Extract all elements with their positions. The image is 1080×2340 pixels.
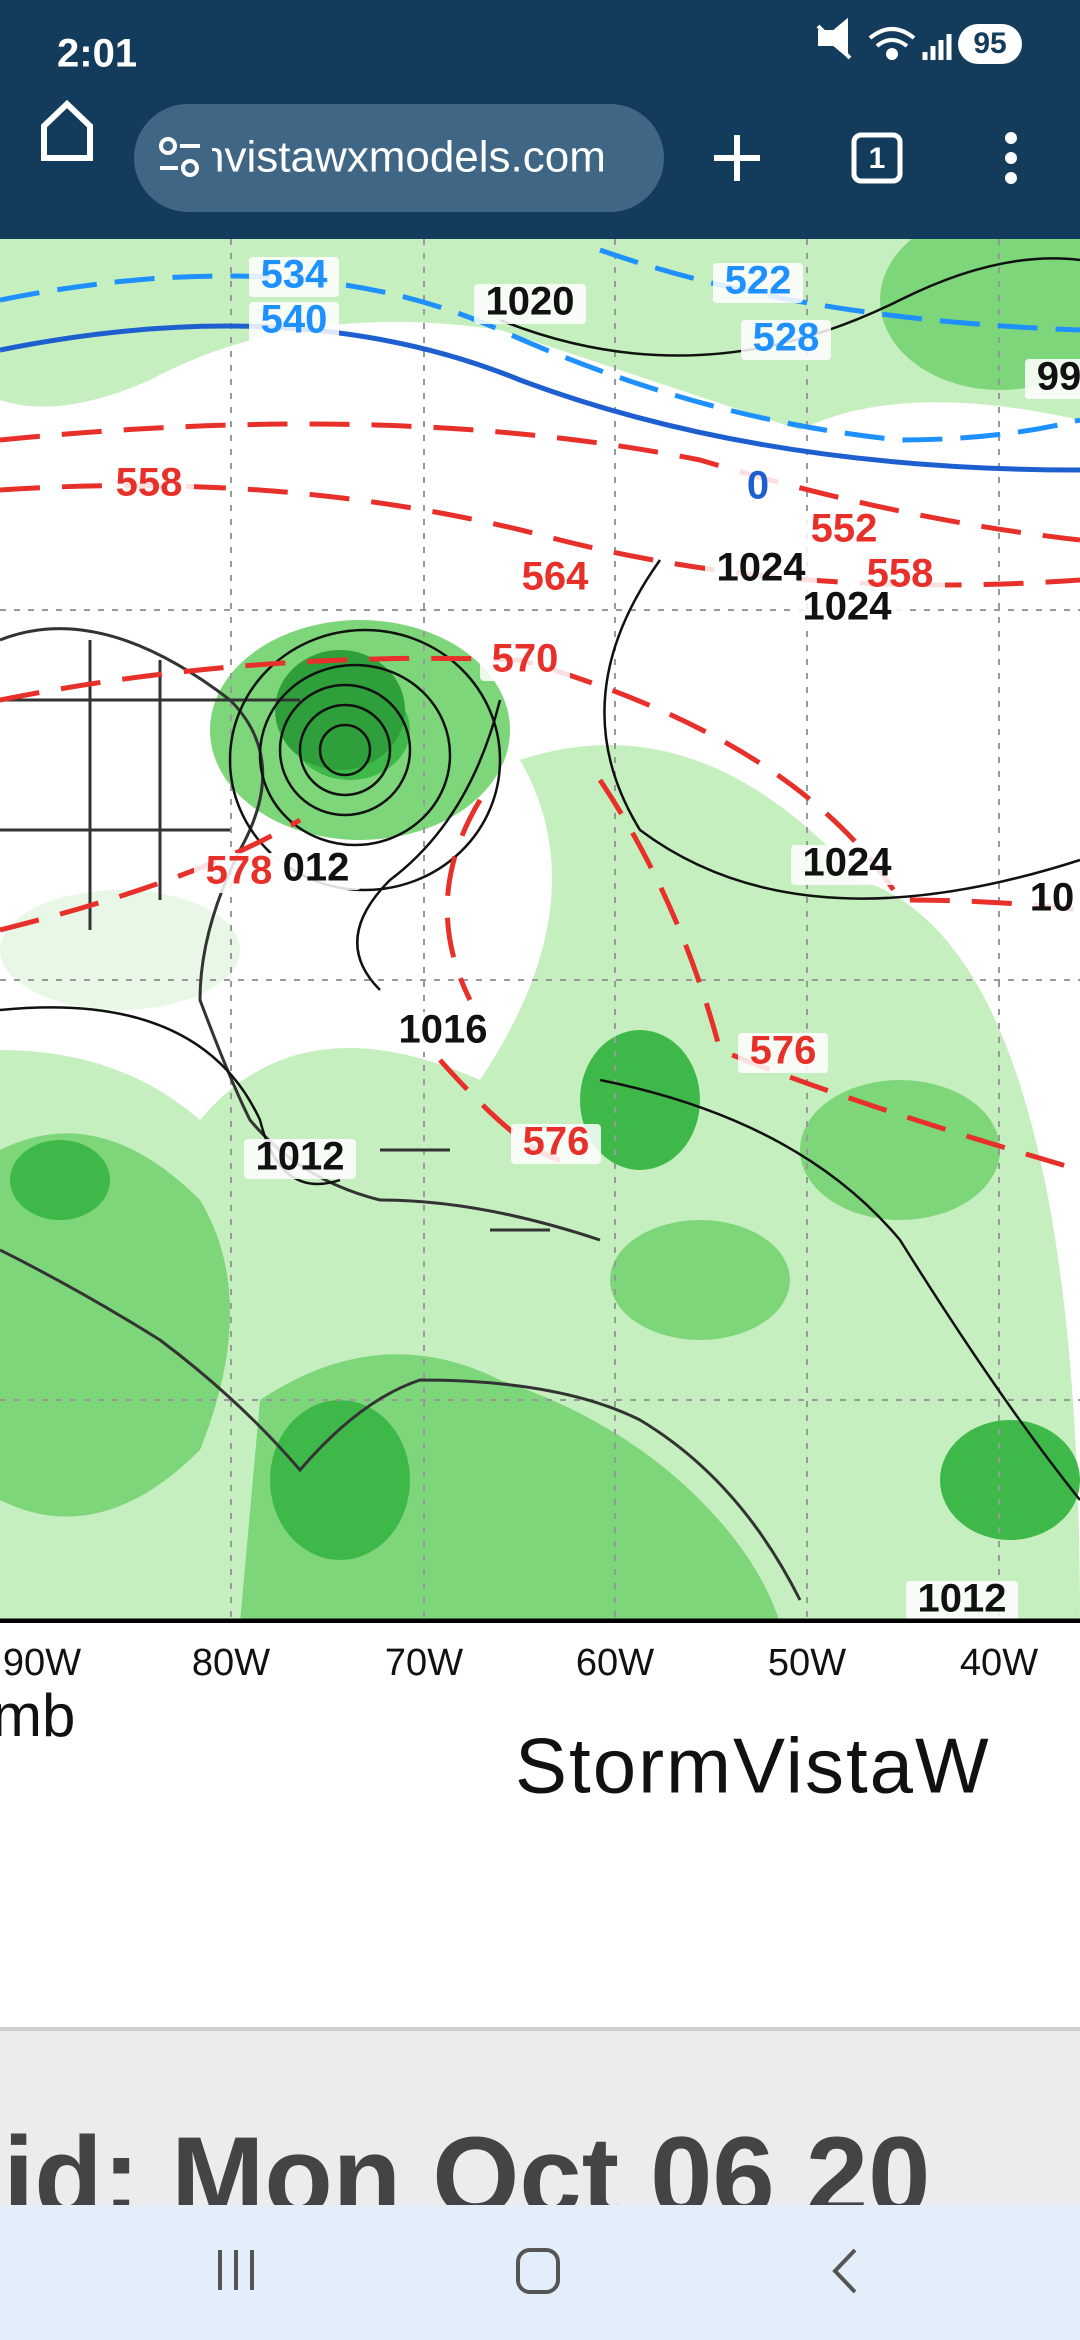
contour-label: 528 [753,316,820,360]
contour-label: 564 [522,555,589,599]
contour-label-bg [249,302,339,342]
back-button[interactable] [832,2248,857,2294]
contour-label-bg [791,589,903,629]
contour-label: 10 [1030,876,1075,920]
contour-label: 1024 [717,546,807,590]
battery-level: 95 [973,27,1006,60]
contour-label-bg [387,1012,499,1052]
contour-label-bg [735,468,781,508]
contour-label: 1016 [399,1008,488,1052]
contour-label: 1012 [256,1135,345,1179]
longitude-label: 50W [768,1642,846,1684]
watermark: StormVistaW [515,1722,991,1810]
contour-label-bg [244,1139,356,1179]
thickness-contours-blue [0,247,1080,473]
contour-label: 1024 [803,585,893,629]
contour-label: 552 [811,507,878,551]
nav-bar [0,2205,1080,2340]
home-button[interactable] [41,99,93,161]
contour-label-bg [791,845,903,885]
pressure-contours [0,257,1080,1501]
url-bar[interactable] [134,104,664,212]
contour-label-bg [511,1124,601,1164]
contour-label: 576 [750,1029,817,1073]
longitude-label: 40W [960,1642,1038,1684]
new-tab-button[interactable] [714,135,760,181]
contour-label-bg [906,1581,1018,1621]
contour-label: 012 [283,846,350,890]
contour-label-bg [1025,359,1080,399]
coastlines [0,627,802,1601]
contour-label-bg [799,511,889,551]
longitude-label: 80W [192,1642,270,1684]
status-icons [816,17,952,60]
contour-label: 576 [523,1120,590,1164]
contour-label-bg [474,284,586,324]
units-label: mb [0,1682,75,1749]
contour-label: 99 [1037,355,1080,399]
contour-label-bg [713,263,803,303]
url-text[interactable]: nvistawxmodels.com [200,133,606,182]
contour-label: 558 [867,552,934,596]
recents-button[interactable] [218,2250,254,2290]
tab-count[interactable]: 1 [869,142,886,175]
contour-label-bg [1018,880,1080,920]
contour-label: 1012 [918,1577,1007,1621]
contour-label: 540 [261,298,328,342]
contour-label-bg [741,320,831,360]
tab-switcher[interactable] [851,132,903,184]
contour-label: 1020 [486,280,575,324]
longitude-label: 70W [385,1642,463,1684]
home-nav-button[interactable] [516,2248,560,2294]
longitude-label: 60W [576,1642,654,1684]
contour-label: 534 [261,253,328,297]
contour-label: 522 [725,259,792,303]
contour-label-bg [249,257,339,297]
contour-label-bg [480,641,570,681]
contour-label-bg [510,559,600,599]
contour-label: 570 [492,637,559,681]
contour-label: 578 [206,849,273,893]
contour-label: 558 [116,461,183,505]
contour-label-bg [705,550,817,590]
contour-label-bg [194,853,284,893]
divider [0,2027,1080,2031]
contour-label: 0 [747,464,769,508]
status-time: 2:01 [57,32,137,76]
page-header-band [0,2031,1080,2206]
menu-button[interactable] [1005,132,1017,184]
site-info-icon[interactable] [159,137,200,177]
battery-pill [958,24,1022,64]
contour-label-bg [738,1033,828,1073]
contour-label-bg [271,850,361,890]
contour-label: 1024 [803,841,893,885]
longitude-label: 90W [3,1642,81,1684]
longitude-labels: 90W 80W 70W 60W 50W 40W [3,1642,1038,1684]
precip-shading [0,239,1080,1623]
contour-label-bg [855,556,945,596]
contour-label-bg [104,465,194,505]
